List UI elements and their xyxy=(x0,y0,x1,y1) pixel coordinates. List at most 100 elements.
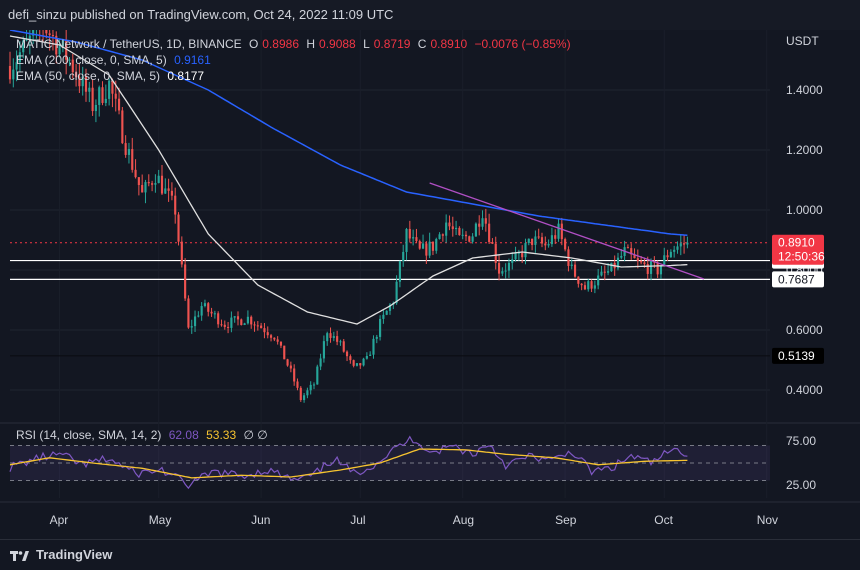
ohlc-open: 0.8986 xyxy=(262,37,299,51)
candle-body xyxy=(81,76,84,87)
chart-background xyxy=(0,30,860,539)
candle-body xyxy=(32,30,35,36)
candle-body xyxy=(45,30,48,34)
candle-body xyxy=(296,381,299,388)
candle-body xyxy=(355,363,359,366)
candle-body xyxy=(127,149,131,155)
candle-body xyxy=(560,223,563,240)
time-tick-label: May xyxy=(149,513,172,527)
candle-body xyxy=(256,325,259,327)
candle-body xyxy=(669,251,672,258)
candle-body xyxy=(673,249,676,252)
price-axis[interactable]: USDT1.40001.20001.00000.80000.60000.4000… xyxy=(772,34,825,492)
candle-body xyxy=(369,354,372,356)
candle-body xyxy=(61,39,64,47)
rsi-sma-line xyxy=(9,448,688,479)
candle-body xyxy=(491,242,494,244)
candle-body xyxy=(663,255,666,266)
candle-body xyxy=(51,35,55,37)
candle-body xyxy=(412,237,415,239)
candle-body xyxy=(616,257,620,269)
candle-body xyxy=(28,35,31,40)
candle-body xyxy=(319,358,322,367)
candle-body xyxy=(408,228,411,239)
publisher-text: defi_sinzu published on TradingView.com,… xyxy=(8,7,394,22)
footer-bar: TradingView xyxy=(0,539,860,569)
candle-body xyxy=(474,223,477,237)
candle-body xyxy=(415,237,418,242)
candle-body xyxy=(8,66,12,80)
candle-body xyxy=(94,104,97,112)
candle-body xyxy=(18,52,21,63)
tradingview-brand[interactable]: TradingView xyxy=(36,547,113,562)
candle-body xyxy=(15,62,18,70)
candle-body xyxy=(659,265,663,275)
price-tag-bg xyxy=(772,347,824,364)
price-tag-label: 0.7687 xyxy=(778,272,815,286)
candle-body xyxy=(22,40,25,53)
time-tick-label: Oct xyxy=(654,513,673,527)
candle-body xyxy=(349,356,352,361)
candle-body xyxy=(263,328,266,333)
candle-body xyxy=(607,271,610,273)
candle-body xyxy=(91,87,94,112)
ema200-label[interactable]: EMA (200, close, 0, SMA, 5) xyxy=(16,53,167,67)
candle-body xyxy=(471,236,474,242)
candle-body xyxy=(101,87,104,103)
price-tag-bg xyxy=(772,271,824,288)
candle-body xyxy=(488,223,491,243)
candle-body xyxy=(345,351,349,357)
candle-body xyxy=(240,319,243,326)
candle-body xyxy=(299,387,302,401)
candle-body xyxy=(573,264,577,277)
candle-body xyxy=(293,368,296,382)
candle-body xyxy=(666,255,669,258)
candle-body xyxy=(382,314,385,319)
candle-body xyxy=(524,243,527,258)
candle-body xyxy=(286,359,289,366)
time-tick-label: Sep xyxy=(555,513,577,527)
symbol-label[interactable]: MATIC Network / TetherUS, 1D, BINANCE xyxy=(16,37,242,51)
rsi-value: 62.08 xyxy=(168,428,199,442)
rsi-extra: ∅ ∅ xyxy=(243,428,268,442)
rsi-label[interactable]: RSI (14, close, SMA, 14, 2) xyxy=(16,428,162,442)
candle-body xyxy=(283,345,286,360)
ohlc-open-label: O xyxy=(248,37,259,51)
candle-body xyxy=(250,316,253,325)
price-tag-label: 0.8910 xyxy=(778,236,815,250)
price-tick-label: 0.6000 xyxy=(786,323,823,337)
candle-body xyxy=(418,241,421,249)
candle-body xyxy=(570,264,573,266)
candle-body xyxy=(75,72,78,78)
candle-body xyxy=(597,275,600,286)
candle-body xyxy=(610,262,613,272)
ohlc-low-label: L xyxy=(363,37,370,51)
candle-body xyxy=(676,246,679,250)
candle-body xyxy=(554,235,557,239)
trendline xyxy=(429,182,705,280)
candle-body xyxy=(48,33,51,36)
candle-body xyxy=(306,390,309,396)
candle-body xyxy=(537,236,540,238)
chart-area[interactable]: USDT1.40001.20001.00000.80000.60000.4000… xyxy=(0,30,860,539)
candle-body xyxy=(230,317,233,328)
publisher-bar: defi_sinzu published on TradingView.com,… xyxy=(0,0,860,30)
price-tick-label: 0.4000 xyxy=(786,383,823,397)
ema50-label[interactable]: EMA (50, close, 0, SMA, 5) xyxy=(16,69,161,83)
candle-body xyxy=(309,384,312,391)
candle-body xyxy=(395,281,398,304)
candle-body xyxy=(137,177,140,186)
ema200-line xyxy=(9,30,688,236)
candle-body xyxy=(154,183,157,185)
time-axis[interactable]: Apr May Jun Jul Aug Sep Oct Nov xyxy=(50,513,778,527)
candle-body xyxy=(587,281,590,290)
price-tick-label: 1.2000 xyxy=(786,143,823,157)
candle-body xyxy=(580,283,583,286)
candle-body xyxy=(425,243,428,256)
candle-body xyxy=(141,185,144,193)
candle-body xyxy=(336,336,339,342)
candle-body xyxy=(68,59,71,61)
candle-body xyxy=(157,175,160,184)
candle-body xyxy=(478,223,481,227)
candle-body xyxy=(329,333,332,338)
